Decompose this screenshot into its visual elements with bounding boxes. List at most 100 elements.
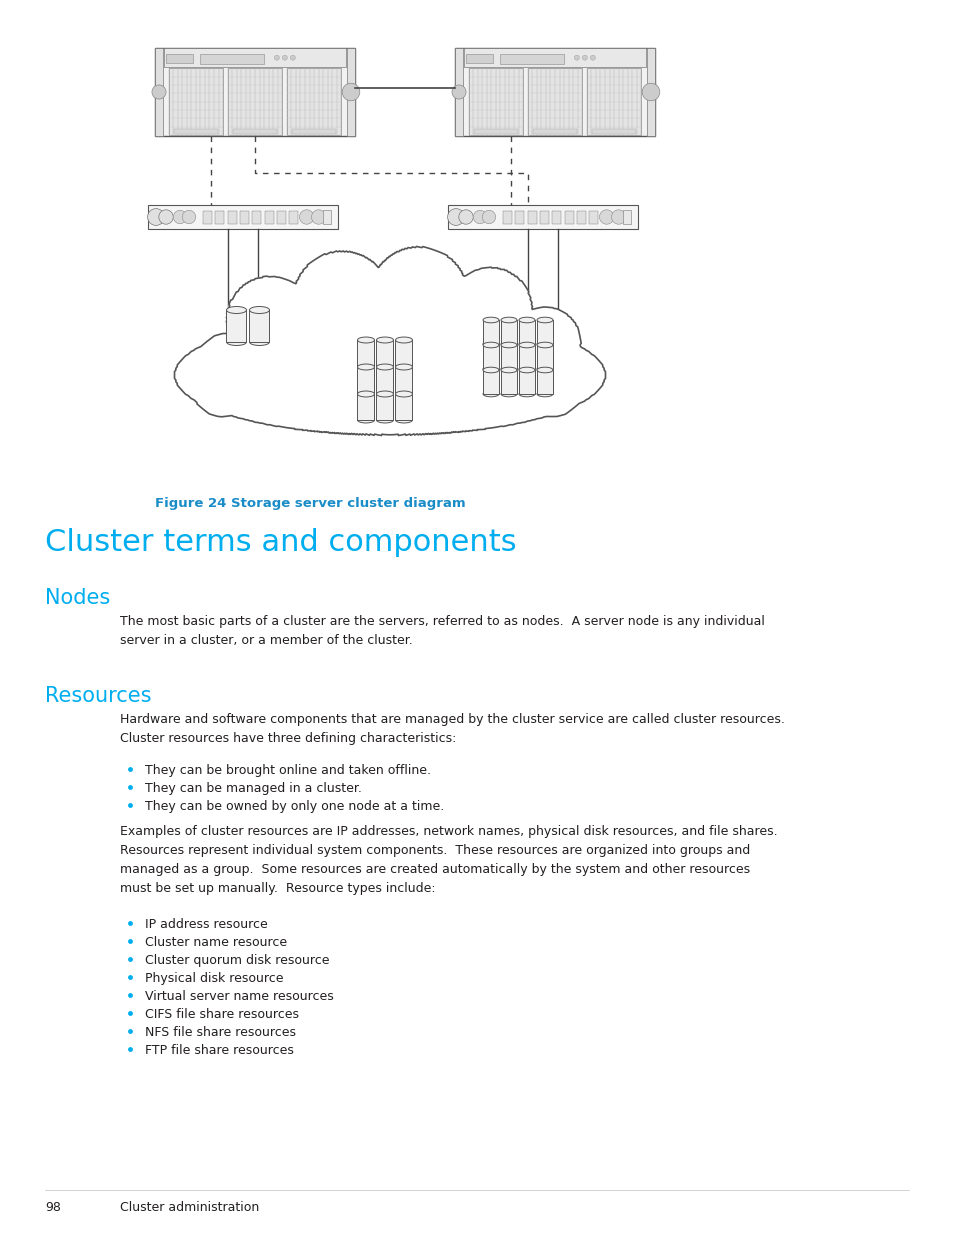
Bar <box>240 210 249 224</box>
Text: They can be brought online and taken offline.: They can be brought online and taken off… <box>145 764 431 777</box>
Bar <box>154 48 355 136</box>
Bar <box>357 340 375 366</box>
Bar <box>552 210 561 224</box>
Text: The most basic parts of a cluster are the servers, referred to as nodes.  A serv: The most basic parts of a cluster are th… <box>120 615 764 647</box>
Ellipse shape <box>482 341 498 347</box>
Circle shape <box>299 210 314 225</box>
Bar <box>468 68 522 135</box>
Bar <box>589 210 598 224</box>
Bar <box>173 128 217 135</box>
Bar <box>154 48 163 136</box>
Circle shape <box>473 210 486 224</box>
Bar <box>537 320 553 345</box>
Circle shape <box>274 56 279 61</box>
Circle shape <box>152 85 166 99</box>
Ellipse shape <box>395 364 412 370</box>
Bar <box>463 48 645 68</box>
Text: Cluster name resource: Cluster name resource <box>145 936 287 948</box>
Text: Figure 24 Storage server cluster diagram: Figure 24 Storage server cluster diagram <box>154 496 465 510</box>
Bar <box>622 210 630 225</box>
Bar <box>537 370 553 394</box>
Ellipse shape <box>537 341 553 347</box>
Ellipse shape <box>395 390 412 396</box>
Bar <box>527 68 581 135</box>
Ellipse shape <box>537 342 553 348</box>
Bar <box>395 340 412 366</box>
Bar <box>500 53 563 64</box>
Ellipse shape <box>376 364 393 370</box>
Ellipse shape <box>537 367 553 372</box>
Ellipse shape <box>395 337 412 343</box>
Ellipse shape <box>357 364 375 370</box>
Bar <box>252 210 261 224</box>
Circle shape <box>452 85 466 99</box>
Ellipse shape <box>500 391 517 396</box>
Bar <box>482 370 498 394</box>
Bar <box>465 53 493 63</box>
Bar <box>500 320 517 345</box>
Bar <box>482 345 498 369</box>
Ellipse shape <box>226 306 246 314</box>
Bar <box>455 48 462 136</box>
Circle shape <box>191 356 253 416</box>
Bar <box>564 210 573 224</box>
Ellipse shape <box>537 367 553 373</box>
Text: They can be managed in a cluster.: They can be managed in a cluster. <box>145 782 361 795</box>
Circle shape <box>290 56 295 61</box>
Text: Cluster terms and components: Cluster terms and components <box>45 529 517 557</box>
Bar <box>518 320 535 345</box>
Bar <box>228 210 236 224</box>
Ellipse shape <box>226 338 246 346</box>
Bar <box>148 205 337 228</box>
Text: 98: 98 <box>45 1200 61 1214</box>
Ellipse shape <box>518 367 535 373</box>
Bar <box>164 48 346 68</box>
Bar <box>347 48 355 136</box>
Ellipse shape <box>482 342 498 348</box>
Circle shape <box>182 210 195 224</box>
Circle shape <box>342 83 359 101</box>
Bar <box>448 205 638 228</box>
Ellipse shape <box>376 337 393 343</box>
Circle shape <box>158 210 173 225</box>
Bar <box>500 370 517 394</box>
Polygon shape <box>174 247 605 436</box>
Bar <box>323 210 331 225</box>
Text: NFS file share resources: NFS file share resources <box>145 1026 295 1039</box>
Bar <box>228 68 282 135</box>
Circle shape <box>282 56 287 61</box>
Ellipse shape <box>376 390 393 396</box>
Text: Cluster administration: Cluster administration <box>120 1200 259 1214</box>
Ellipse shape <box>518 367 535 372</box>
Bar <box>502 210 512 224</box>
Circle shape <box>611 210 625 225</box>
Text: CIFS file share resources: CIFS file share resources <box>145 1008 298 1021</box>
Ellipse shape <box>482 367 498 373</box>
Bar <box>482 320 498 345</box>
Circle shape <box>522 356 583 416</box>
Circle shape <box>458 210 473 225</box>
Bar <box>233 128 276 135</box>
Bar <box>474 128 517 135</box>
Ellipse shape <box>357 337 375 343</box>
Bar <box>357 367 375 393</box>
Ellipse shape <box>357 417 375 422</box>
Text: IP address resource: IP address resource <box>145 918 268 931</box>
Bar <box>203 210 212 224</box>
Ellipse shape <box>376 417 393 422</box>
Circle shape <box>148 209 164 226</box>
Ellipse shape <box>537 391 553 396</box>
Ellipse shape <box>482 317 498 322</box>
Ellipse shape <box>395 391 412 396</box>
Bar <box>215 210 224 224</box>
Ellipse shape <box>250 338 269 346</box>
Bar <box>500 345 517 369</box>
Bar <box>395 394 412 420</box>
Bar <box>264 210 274 224</box>
Bar <box>276 210 286 224</box>
Bar <box>537 345 553 369</box>
Ellipse shape <box>500 341 517 347</box>
Ellipse shape <box>482 391 498 396</box>
Bar <box>586 68 640 135</box>
Text: Examples of cluster resources are IP addresses, network names, physical disk res: Examples of cluster resources are IP add… <box>120 825 777 895</box>
